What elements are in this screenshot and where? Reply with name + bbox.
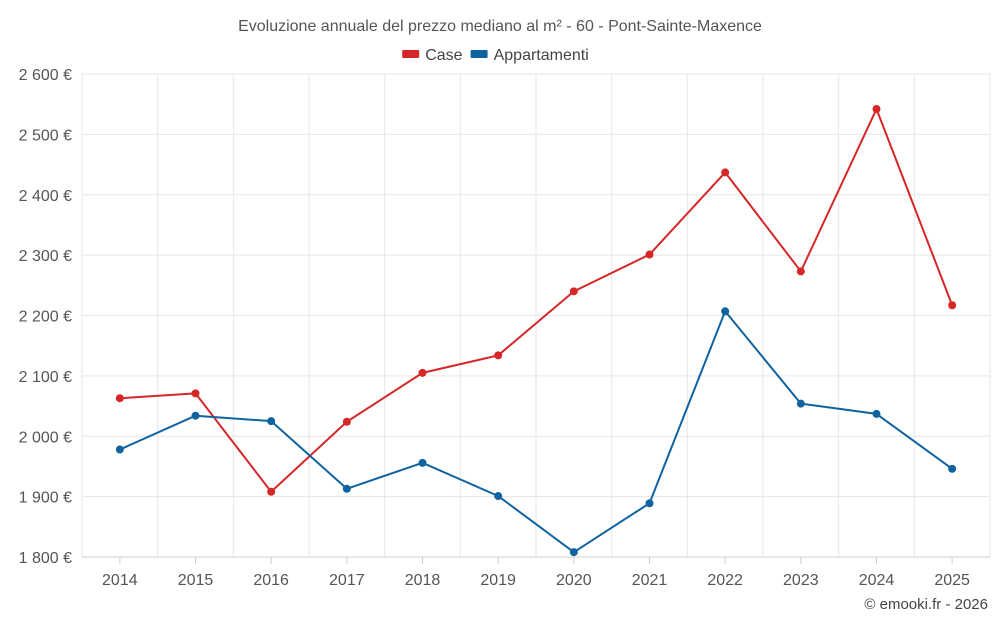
- data-point[interactable]: [342, 417, 351, 426]
- data-point[interactable]: [872, 409, 881, 418]
- y-tick-label: 2 500 €: [19, 127, 72, 144]
- legend-label: Case: [425, 47, 462, 64]
- y-tick-label: 1 900 €: [19, 490, 72, 507]
- legend-swatch: [402, 50, 420, 58]
- data-point[interactable]: [494, 351, 503, 360]
- series-appartamenti: [115, 307, 957, 557]
- y-tick-label: 2 100 €: [19, 369, 72, 386]
- credit-text: © emooki.fr - 2026: [864, 596, 988, 613]
- data-point[interactable]: [645, 499, 654, 508]
- x-tick-label: 2014: [102, 572, 138, 589]
- data-point[interactable]: [191, 389, 200, 398]
- series-group: [115, 105, 957, 557]
- x-tick-label: 2020: [556, 572, 592, 589]
- x-tick-label: 2023: [783, 572, 819, 589]
- data-point[interactable]: [948, 301, 957, 310]
- data-point[interactable]: [721, 307, 730, 316]
- y-tick-label: 2 000 €: [19, 429, 72, 446]
- data-point[interactable]: [115, 394, 124, 403]
- data-point[interactable]: [191, 411, 200, 420]
- data-point[interactable]: [494, 492, 503, 501]
- data-point[interactable]: [872, 105, 881, 114]
- y-tick-label: 2 300 €: [19, 248, 72, 265]
- legend-item-case[interactable]: Case: [402, 47, 463, 64]
- legend-label: Appartamenti: [494, 47, 589, 64]
- y-axis: 1 800 € 1 900 € 2 000 € 2 100 € 2 200 € 2 300…: [19, 67, 72, 567]
- data-point[interactable]: [267, 487, 276, 496]
- legend-swatch: [470, 50, 488, 58]
- x-axis: 2014 2015 2016 2017 2018 2019 2020 2021 2022 2023…: [82, 556, 990, 589]
- series-line: [119, 310, 953, 554]
- data-point[interactable]: [418, 368, 427, 377]
- x-tick-label: 2019: [480, 572, 516, 589]
- x-tick-label: 2025: [934, 572, 970, 589]
- series-case: [115, 105, 957, 496]
- x-tick-label: 2022: [707, 572, 743, 589]
- x-tick-label: 2016: [253, 572, 289, 589]
- data-point[interactable]: [948, 464, 957, 473]
- grid-lines: [81, 73, 991, 558]
- data-point[interactable]: [645, 250, 654, 259]
- data-point[interactable]: [418, 458, 427, 467]
- data-point[interactable]: [115, 445, 124, 454]
- data-point[interactable]: [569, 287, 578, 296]
- x-tick-label: 2015: [178, 572, 214, 589]
- x-tick-label: 2017: [329, 572, 365, 589]
- data-point[interactable]: [721, 168, 730, 177]
- data-point[interactable]: [796, 267, 805, 276]
- data-point[interactable]: [796, 399, 805, 408]
- x-tick-label: 2021: [632, 572, 668, 589]
- data-point[interactable]: [342, 484, 351, 493]
- data-point[interactable]: [569, 548, 578, 557]
- data-point[interactable]: [267, 417, 276, 426]
- y-tick-label: 2 600 €: [19, 67, 72, 84]
- chart-title: Evoluzione annuale del prezzo mediano al…: [238, 18, 762, 35]
- legend-item-appartamenti[interactable]: Appartamenti: [470, 47, 589, 64]
- x-tick-label: 2018: [405, 572, 441, 589]
- x-tick-label: 2024: [859, 572, 895, 589]
- y-tick-label: 1 800 €: [19, 550, 72, 567]
- y-tick-label: 2 400 €: [19, 188, 72, 205]
- series-line: [119, 108, 954, 493]
- y-tick-label: 2 200 €: [19, 309, 72, 326]
- legend: Case Appartamenti: [402, 47, 589, 64]
